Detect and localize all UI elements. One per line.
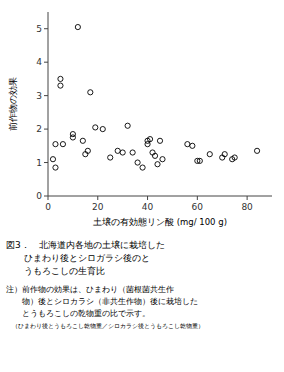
point xyxy=(222,152,227,157)
note: 物）後とシロカラシ（非共生作物）後に栽培した xyxy=(6,297,198,306)
x-tick xyxy=(48,196,49,200)
x-tick-label: 80 xyxy=(241,202,253,212)
point xyxy=(108,155,113,160)
point xyxy=(93,125,98,130)
point xyxy=(88,90,93,95)
x-tick-label: 60 xyxy=(192,202,204,212)
point xyxy=(80,138,85,143)
point xyxy=(115,148,120,153)
point xyxy=(157,138,162,143)
chart: 0 20 40 60 80 0 1 2 3 4 5 土壌の有効態リン酸 (mg/ 100 g) 前作物の… xyxy=(0,0,284,372)
point xyxy=(125,123,130,128)
point xyxy=(155,162,160,167)
point xyxy=(70,135,75,140)
y-tick xyxy=(44,129,48,130)
point xyxy=(190,143,195,148)
point xyxy=(100,126,105,131)
y-tick xyxy=(44,62,48,63)
point xyxy=(53,165,58,170)
y-tick xyxy=(44,28,48,29)
point xyxy=(147,137,152,142)
x-tick-label: 20 xyxy=(92,202,104,212)
point xyxy=(207,152,212,157)
x-tick xyxy=(147,196,148,200)
y-tick-label: 2 xyxy=(36,124,42,134)
x-tick-label: 0 xyxy=(45,202,51,212)
x-axis xyxy=(48,196,272,197)
points xyxy=(50,24,259,170)
caption: うもろこしの生育比 xyxy=(6,266,105,276)
point xyxy=(254,148,259,153)
note: とうもろこしの乾物重の比で示す。 xyxy=(6,309,150,318)
y-tick-label: 0 xyxy=(36,191,42,201)
y-axis-label: 前作物の効果 xyxy=(8,77,18,131)
y-axis xyxy=(48,12,49,196)
point xyxy=(58,83,63,88)
point xyxy=(185,142,190,147)
caption: ひまわり後とシロガラシ後のと xyxy=(6,253,150,263)
point xyxy=(50,157,55,162)
point xyxy=(130,150,135,155)
caption: 図3． 北海道内各地の土壌に栽培した xyxy=(6,240,165,250)
point xyxy=(75,24,80,29)
point xyxy=(120,150,125,155)
point xyxy=(85,148,90,153)
y-tick xyxy=(44,162,48,163)
point xyxy=(197,158,202,163)
point xyxy=(160,157,165,162)
y-tick-label: 3 xyxy=(36,91,42,101)
x-tick xyxy=(97,196,98,200)
note: （ひまわり後とうもろこし乾物重／シロカラシ後とうもろこし乾物重） xyxy=(6,322,204,330)
point xyxy=(53,142,58,147)
point xyxy=(152,153,157,158)
x-tick-label: 40 xyxy=(142,202,154,212)
point xyxy=(60,142,65,147)
y-tick-label: 4 xyxy=(36,57,42,67)
point xyxy=(135,160,140,165)
y-tick xyxy=(44,95,48,96)
x-axis-label: 土壌の有効態リン酸 (mg/ 100 g) xyxy=(93,217,227,227)
y-tick-label: 1 xyxy=(36,158,42,168)
point xyxy=(232,155,237,160)
point xyxy=(140,165,145,170)
x-tick xyxy=(197,196,198,200)
y-tick-label: 5 xyxy=(36,24,42,34)
x-tick xyxy=(247,196,248,200)
note: 注）前作物の効果は、ひまわり（菌根菌共生作 xyxy=(6,285,174,294)
point xyxy=(58,76,63,81)
y-tick xyxy=(44,196,48,197)
